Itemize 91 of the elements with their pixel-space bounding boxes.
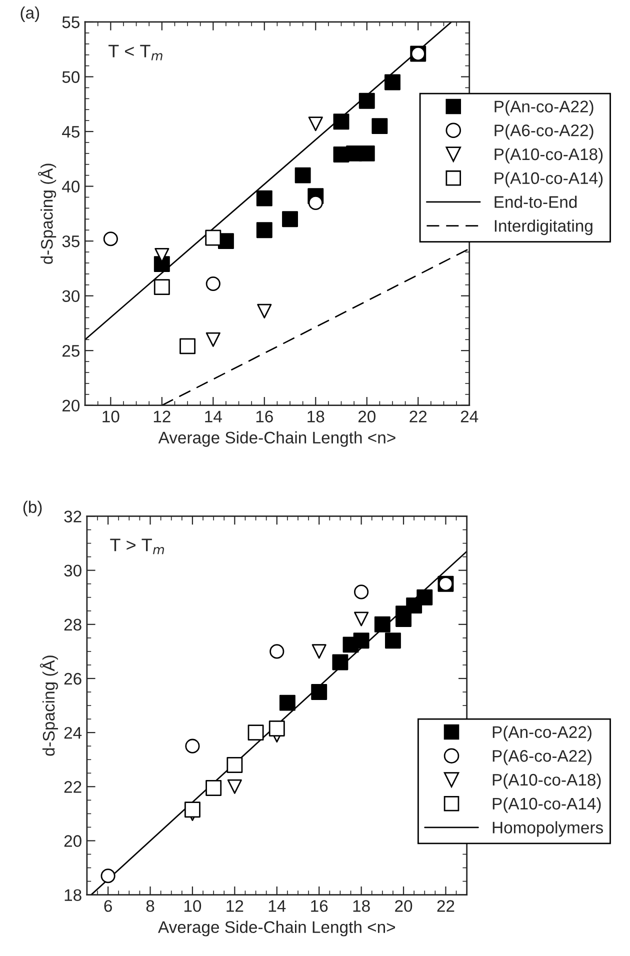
legend-label: P(A10-co-A18)	[492, 773, 601, 790]
point	[154, 256, 170, 272]
x-tick-label: 22	[437, 900, 454, 912]
point	[374, 616, 390, 632]
point	[332, 654, 348, 670]
x-tick-label: 16	[256, 410, 273, 422]
y-tick-label: 22	[64, 781, 82, 793]
point	[308, 116, 323, 132]
x-tick-label: 14	[205, 410, 222, 422]
point	[396, 611, 412, 627]
point	[180, 338, 196, 354]
x-axis-title: Average Side-Chain Length <n>	[158, 920, 395, 936]
point	[279, 694, 296, 711]
y-tick-label: 28	[64, 618, 82, 631]
x-tick-label: 20	[395, 900, 412, 912]
y-tick-label: 20	[64, 835, 82, 847]
point	[384, 74, 400, 90]
legend-label: P(A10-co-A14)	[492, 797, 601, 813]
legend-label: P(A6-co-A22)	[494, 124, 594, 140]
point	[154, 279, 170, 296]
x-tick-label: 12	[226, 900, 244, 912]
x-tick-label: 20	[358, 410, 376, 422]
legend-label: End-to-End	[494, 196, 577, 208]
x-tick-label: 10	[102, 410, 120, 422]
point	[384, 632, 401, 649]
point	[205, 230, 222, 246]
point	[354, 612, 369, 626]
y-tick-label: 50	[62, 71, 80, 83]
y-axis-title: d-Spacing (Å)	[38, 164, 56, 264]
point	[100, 868, 116, 884]
x-tick-label: 18	[353, 900, 370, 912]
point	[308, 195, 323, 210]
point	[268, 720, 285, 736]
y-tick-label: 32	[64, 510, 82, 522]
x-tick-label: 18	[308, 410, 324, 422]
y-tick-label: 18	[64, 889, 82, 902]
point	[333, 114, 350, 130]
point	[185, 738, 200, 754]
y-tick-label: 30	[64, 564, 82, 577]
point	[206, 276, 220, 292]
x-tick-label: 8	[146, 900, 154, 912]
point	[358, 92, 375, 109]
y-tick-label: 40	[62, 180, 80, 192]
y-axis-title: d-Spacing (Å)	[40, 656, 58, 756]
text: (a)	[20, 6, 40, 22]
y-tick-label: 35	[62, 235, 80, 248]
legend-label: P(An-co-A22)	[494, 100, 594, 116]
point	[256, 222, 272, 238]
annotation: T < T$_{m}$	[108, 44, 162, 60]
point	[294, 167, 311, 184]
point	[257, 304, 272, 318]
x-tick-label: 22	[410, 410, 427, 422]
point	[206, 332, 220, 347]
point	[312, 644, 326, 659]
point	[354, 584, 369, 600]
point	[282, 211, 298, 228]
legend-label: P(An-co-A22)	[492, 726, 592, 742]
point	[353, 632, 370, 649]
legend-label: P(A10-co-A18)	[494, 148, 603, 164]
y-tick-label: 25	[62, 344, 80, 357]
point	[227, 779, 242, 794]
point	[358, 145, 375, 162]
point	[270, 644, 284, 659]
x-tick-label: 14	[268, 900, 286, 912]
x-axis-title: Average Side-Chain Length <n>	[158, 431, 396, 447]
legend-label: Interdigitating	[494, 220, 592, 236]
y-tick-label: 45	[62, 126, 80, 138]
x-tick-label: 16	[311, 900, 328, 912]
x-tick-label: 6	[104, 900, 112, 912]
x-tick-label: 10	[184, 900, 202, 912]
text: (b)	[23, 500, 42, 516]
y-tick-label: 26	[64, 672, 82, 685]
y-tick-label: 20	[62, 400, 80, 412]
y-tick-label: 55	[62, 16, 80, 28]
point	[311, 684, 328, 700]
y-tick-label: 24	[64, 726, 82, 739]
point	[416, 589, 433, 606]
point	[103, 232, 118, 246]
legend-label: Homopolymers	[492, 821, 603, 837]
legend-label: P(A6-co-A22)	[492, 750, 592, 766]
point	[206, 780, 222, 796]
point	[372, 118, 388, 134]
x-tick-label: 12	[154, 410, 170, 422]
point	[184, 802, 200, 818]
y-tick-label: 30	[62, 290, 80, 302]
point	[226, 757, 243, 773]
x-tick-label: 24	[460, 410, 478, 422]
point	[256, 190, 272, 206]
legend-label: P(A10-co-A14)	[494, 172, 603, 188]
point	[248, 724, 264, 741]
annotation: T > T$_{m}$	[110, 538, 164, 554]
